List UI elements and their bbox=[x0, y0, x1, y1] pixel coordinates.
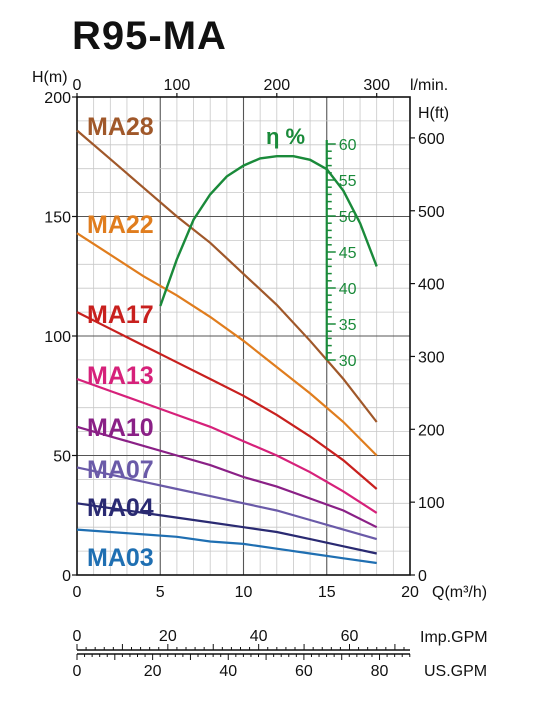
x-tick-label: 15 bbox=[318, 584, 336, 601]
imp-gpm-tick-label: 40 bbox=[250, 628, 268, 645]
chart-title: R95-MA bbox=[72, 14, 227, 58]
y-tick-label: 200 bbox=[44, 90, 71, 107]
curve-ma10 bbox=[76, 425, 378, 529]
curve-ma03 bbox=[76, 528, 377, 565]
y-right-tick-label: 0 bbox=[418, 568, 427, 585]
series-label-ma22: MA22 bbox=[87, 211, 154, 239]
y-tick-label: 100 bbox=[44, 329, 71, 346]
efficiency-tick-label: 45 bbox=[339, 245, 357, 262]
y-right-tick-label: 500 bbox=[418, 204, 445, 221]
curve-ma17 bbox=[76, 311, 378, 490]
x-top-tick-label: 200 bbox=[263, 77, 290, 94]
y-right-axis-label: H(ft) bbox=[418, 105, 449, 122]
us-gpm-tick-label: 40 bbox=[219, 663, 237, 680]
efficiency-line bbox=[159, 155, 378, 307]
y-tick-label: 50 bbox=[53, 449, 71, 466]
imp-gpm-tick-label: 20 bbox=[159, 628, 177, 645]
efficiency-tick-label: 30 bbox=[339, 353, 357, 370]
imp-gpm-tick-label: 0 bbox=[73, 628, 82, 645]
efficiency-curve bbox=[159, 155, 378, 307]
axes: 0 50 100 150 200 H(m) 0 5 10 15 20 Q(m³/h) 0 100 200 30… bbox=[32, 69, 487, 601]
y-tick-label: 150 bbox=[44, 210, 71, 227]
x-tick-label: 5 bbox=[156, 584, 165, 601]
efficiency-tick-label: 55 bbox=[339, 173, 357, 190]
y-right-tick-label: 600 bbox=[418, 131, 445, 148]
x-top-tick-label: 0 bbox=[73, 77, 82, 94]
y-right-tick-label: 400 bbox=[418, 277, 445, 294]
x-top-axis-label: l/min. bbox=[410, 77, 448, 94]
series-label-ma04: MA04 bbox=[87, 494, 154, 522]
gpm-axes: 0 20 40 60 Imp.GPM 0 20 40 60 80 US.GPM bbox=[73, 628, 488, 680]
efficiency-tick-label: 60 bbox=[339, 137, 357, 154]
efficiency-axis: 30 35 40 45 50 55 60 η % bbox=[266, 124, 357, 370]
curve-ma04 bbox=[76, 502, 377, 555]
y-right-tick-label: 100 bbox=[418, 495, 445, 512]
efficiency-axis-label: η % bbox=[266, 124, 305, 149]
us-gpm-tick-label: 60 bbox=[295, 663, 313, 680]
imp-gpm-axis-label: Imp.GPM bbox=[420, 629, 488, 646]
us-gpm-tick-label: 20 bbox=[144, 663, 162, 680]
x-top-tick-label: 100 bbox=[164, 77, 191, 94]
y-right-tick-label: 200 bbox=[418, 422, 445, 439]
series-labels: MA28 MA22 MA17 MA13 MA10 MA07 MA04 MA03 bbox=[87, 113, 154, 572]
curve-ma13 bbox=[76, 377, 378, 514]
curve-ma07 bbox=[76, 466, 378, 541]
efficiency-tick-label: 50 bbox=[339, 209, 357, 226]
x-tick-label: 10 bbox=[235, 584, 253, 601]
efficiency-tick-label: 40 bbox=[339, 281, 357, 298]
us-gpm-axis-label: US.GPM bbox=[424, 663, 487, 680]
curve-ma22 bbox=[76, 232, 378, 457]
x-tick-label: 20 bbox=[401, 584, 419, 601]
series-label-ma28: MA28 bbox=[87, 113, 154, 141]
x-top-tick-label: 300 bbox=[363, 77, 390, 94]
y-right-tick-label: 300 bbox=[418, 349, 445, 366]
series-curves bbox=[76, 129, 378, 565]
series-label-ma07: MA07 bbox=[87, 456, 154, 484]
x-tick-label: 0 bbox=[73, 584, 82, 601]
series-label-ma13: MA13 bbox=[87, 362, 154, 390]
series-label-ma10: MA10 bbox=[87, 414, 154, 442]
series-label-ma03: MA03 bbox=[87, 544, 154, 572]
us-gpm-tick-label: 0 bbox=[73, 663, 82, 680]
series-label-ma17: MA17 bbox=[87, 301, 154, 329]
us-gpm-tick-label: 80 bbox=[371, 663, 389, 680]
y-axis-label: H(m) bbox=[32, 69, 68, 86]
efficiency-tick-label: 35 bbox=[339, 317, 357, 334]
x-axis-label: Q(m³/h) bbox=[432, 584, 487, 601]
y-tick-label: 0 bbox=[62, 568, 71, 585]
imp-gpm-tick-label: 60 bbox=[341, 628, 359, 645]
